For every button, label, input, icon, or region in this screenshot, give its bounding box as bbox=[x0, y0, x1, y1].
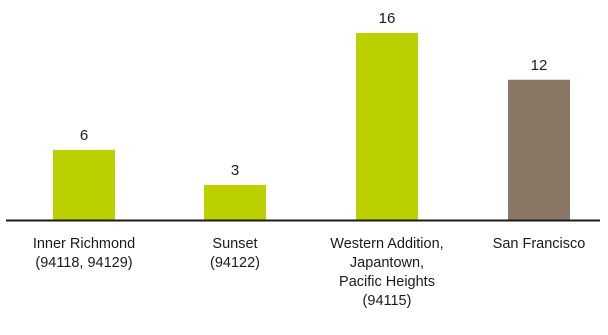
bar-2 bbox=[356, 33, 418, 220]
bar-3 bbox=[508, 79, 570, 220]
x-tick-label-2-line-1: Japantown, bbox=[349, 255, 425, 271]
data-label-0: 6 bbox=[80, 127, 88, 144]
data-label-1: 3 bbox=[231, 162, 239, 179]
x-tick-label-1-line-1: (94122) bbox=[210, 255, 260, 271]
x-tick-label-2: Western Addition, Japantown, Pacific Heigh… bbox=[312, 235, 462, 311]
bar-0 bbox=[53, 149, 115, 220]
data-label-2: 16 bbox=[379, 10, 396, 27]
data-label-3: 12 bbox=[531, 57, 548, 74]
x-tick-label-3: San Francisco bbox=[464, 235, 608, 254]
x-tick-label-3-line-0: San Francisco bbox=[492, 236, 586, 252]
bar-1 bbox=[204, 184, 266, 220]
x-tick-label-2-line-2: Pacific Heights bbox=[339, 274, 435, 290]
x-tick-label-1-line-0: Sunset bbox=[212, 236, 258, 252]
x-tick-label-0-line-0: Inner Richmond bbox=[32, 236, 136, 252]
x-tick-label-0-line-1: (94118, 94129) bbox=[35, 255, 133, 271]
x-tick-label-0: Inner Richmond (94118, 94129) bbox=[9, 235, 159, 273]
x-tick-label-2-line-3: (94115) bbox=[362, 293, 412, 309]
x-tick-label-1: Sunset (94122) bbox=[160, 235, 310, 273]
x-tick-label-2-line-0: Western Addition, bbox=[330, 236, 444, 252]
